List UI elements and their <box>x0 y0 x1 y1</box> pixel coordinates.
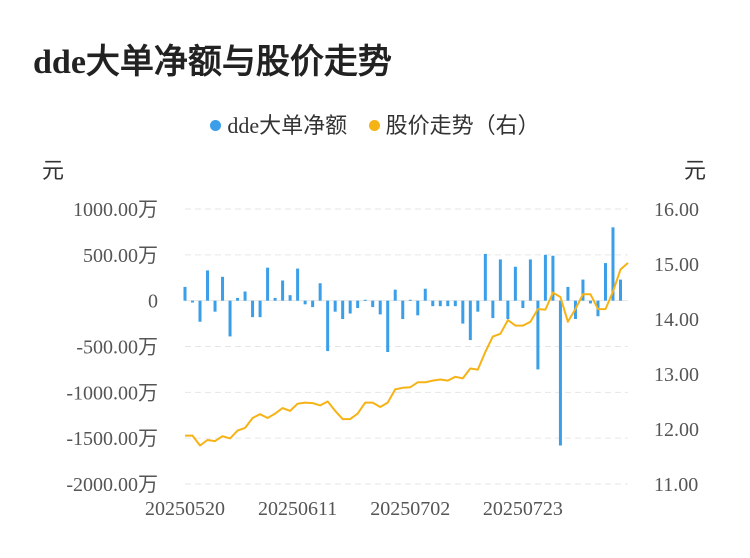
dde-bar <box>318 283 322 301</box>
price-line-group <box>185 262 629 447</box>
dde-bar <box>483 253 487 301</box>
dde-bar <box>198 300 202 322</box>
dde-bar <box>251 300 255 318</box>
dde-bar <box>281 280 285 301</box>
left-axis-unit: 元 <box>42 158 64 183</box>
dde-bar <box>491 300 495 319</box>
dde-bar <box>243 291 247 301</box>
chart-legend: dde大单净额 股价走势（右） <box>0 108 750 140</box>
dde-bar <box>363 299 367 301</box>
left-tick-label: 1000.00万 <box>73 199 158 221</box>
dde-bar <box>401 300 405 319</box>
dde-bar <box>543 254 547 301</box>
left-tick-label: -1500.00万 <box>66 428 158 450</box>
x-tick-label: 20250702 <box>370 498 450 520</box>
dde-bar <box>528 259 532 301</box>
dde-bar <box>581 279 585 301</box>
dde-bar <box>273 297 277 301</box>
dde-bar <box>431 300 435 307</box>
legend-item-dde[interactable]: dde大单净额 <box>210 108 347 140</box>
left-tick-label: -1000.00万 <box>66 382 158 404</box>
dde-bar <box>476 300 480 312</box>
dde-bar <box>506 300 510 319</box>
x-tick-label: 20250611 <box>258 498 337 520</box>
dde-bar <box>288 295 292 301</box>
dde-bar <box>228 300 232 337</box>
right-tick-label: 14.00 <box>654 309 699 331</box>
dde-bar <box>348 300 352 314</box>
dde-bar <box>333 300 337 312</box>
dde-bar <box>183 286 187 301</box>
dde-bar <box>513 266 517 301</box>
dde-bar <box>611 227 615 301</box>
left-axis: 元 1000.00万 500.00万 0 -500.00万 -1000.00万 -1500… <box>42 158 158 496</box>
dde-bar <box>536 300 540 370</box>
right-tick-label: 16.00 <box>654 199 699 221</box>
dde-bar <box>453 300 457 307</box>
right-tick-label: 11.00 <box>654 474 698 496</box>
dde-bar <box>371 300 375 308</box>
dde-bar <box>603 263 607 301</box>
x-axis: 20250520 20250611 20250702 20250723 <box>145 498 563 520</box>
dde-bar <box>521 300 525 308</box>
dde-bar <box>461 300 465 324</box>
dde-bar <box>191 300 195 303</box>
legend-dot-price <box>368 120 380 131</box>
dde-bar <box>356 300 360 308</box>
dde-bar <box>206 270 210 301</box>
dde-bar <box>446 300 450 307</box>
dde-bar <box>303 300 307 305</box>
left-tick-label: 0 <box>148 291 158 313</box>
dde-bar <box>266 267 270 301</box>
dde-bar <box>221 276 225 301</box>
dde-bar <box>438 300 442 307</box>
left-tick-label: 500.00万 <box>83 245 158 267</box>
x-tick-label: 20250723 <box>483 498 563 520</box>
dde-bar <box>468 300 472 341</box>
right-axis: 元 16.00 15.00 14.00 13.00 12.00 11.00 <box>654 158 706 496</box>
dde-bar <box>588 300 592 304</box>
left-tick-label: -500.00万 <box>76 337 158 359</box>
dde-bar <box>326 300 330 352</box>
right-axis-unit: 元 <box>684 158 706 183</box>
dde-bar <box>558 300 562 446</box>
right-tick-label: 12.00 <box>654 419 699 441</box>
dde-bar <box>236 297 240 301</box>
price-line <box>185 262 629 447</box>
dde-bar <box>386 300 390 352</box>
legend-label-price: 股价走势（右） <box>385 113 540 138</box>
dde-bar <box>341 300 345 319</box>
dde-bar <box>618 279 622 301</box>
left-tick-label: -2000.00万 <box>66 474 158 496</box>
dde-bar <box>551 255 555 301</box>
dde-bar <box>566 286 570 301</box>
dde-bar <box>258 300 262 318</box>
dde-bar <box>498 259 502 301</box>
dde-bar <box>213 300 217 312</box>
dde-bar <box>393 289 397 301</box>
dde-bar <box>296 268 300 301</box>
dde-bar <box>378 300 382 315</box>
legend-label-dde: dde大单净额 <box>227 113 348 138</box>
legend-dot-dde <box>210 120 222 131</box>
legend-item-price[interactable]: 股价走势（右） <box>368 108 540 140</box>
right-tick-label: 13.00 <box>654 364 699 386</box>
chart-title: dde大单净额与股价走势 <box>33 44 392 81</box>
dde-bar <box>416 300 420 316</box>
dde-bar <box>423 288 427 301</box>
right-tick-label: 15.00 <box>654 254 699 276</box>
dde-bar <box>408 299 412 301</box>
dde-bar <box>311 300 315 308</box>
dde-bars <box>183 227 622 446</box>
x-tick-label: 20250520 <box>145 498 225 520</box>
